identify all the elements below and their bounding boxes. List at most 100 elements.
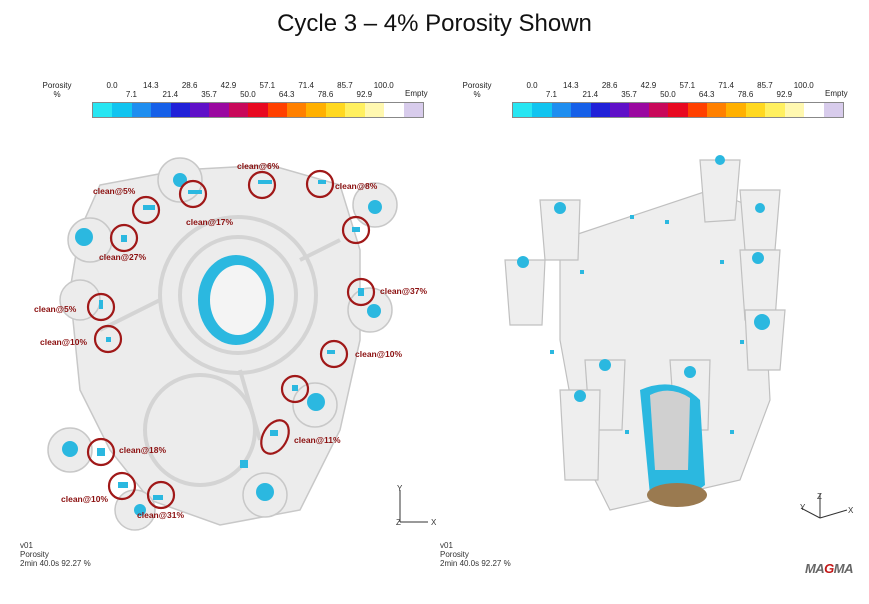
- legend-swatch: [170, 103, 191, 117]
- ring-15: [146, 480, 176, 510]
- ring-14: [107, 471, 137, 501]
- ring-9: [93, 324, 123, 354]
- ring-1: [247, 170, 277, 200]
- ring-8: [86, 292, 116, 322]
- legend-color-bar: [92, 102, 424, 118]
- legend-swatch: [590, 103, 611, 117]
- ring-10: [319, 339, 349, 369]
- axis-z-label: Z: [396, 518, 401, 527]
- callout-label: clean@37%: [380, 286, 428, 296]
- ring-2: [305, 169, 335, 199]
- porosity-spots: [62, 173, 382, 516]
- legend-swatch: [384, 103, 404, 117]
- legend-tick-top: 0.0: [526, 81, 538, 90]
- legend-swatch: [687, 103, 708, 117]
- legend-swatch: [765, 103, 785, 117]
- ring-12: [260, 419, 290, 455]
- right-view-footer: v01 Porosity 2min 40.0s 92.27 %: [440, 541, 511, 568]
- legend-tick-bottom: 21.4: [582, 90, 599, 99]
- left-view-footer: v01 Porosity 2min 40.0s 92.27 %: [20, 541, 91, 568]
- axis-z-label: Z: [817, 492, 822, 501]
- legend-swatch: [707, 103, 727, 117]
- legend-swatch: [325, 103, 346, 117]
- legend-swatch: [513, 103, 533, 117]
- callout-label: clean@10%: [355, 349, 403, 359]
- axis-y-label: Y: [800, 503, 806, 512]
- legend-tick-bottom: 78.6: [737, 90, 754, 99]
- legend-swatch: [151, 103, 171, 117]
- legend-tick-top: 57.1: [679, 81, 696, 90]
- legend-swatch: [571, 103, 591, 117]
- callout-label: clean@18%: [119, 445, 167, 455]
- ring-13: [86, 437, 116, 467]
- legend-color-bar: [512, 102, 844, 118]
- axis-x-label: X: [848, 506, 854, 515]
- legend-empty-label: Empty: [825, 89, 848, 98]
- legend-swatch: [745, 103, 766, 117]
- legend-swatch: [532, 103, 552, 117]
- legend-tick-top: 85.7: [337, 81, 353, 90]
- magma-logo: MAGMA: [804, 561, 854, 576]
- callout-label: clean@8%: [335, 181, 378, 191]
- legend-tick-top: 71.4: [298, 81, 314, 90]
- legend-swatch: [345, 103, 365, 117]
- legend-tick-top: 85.7: [757, 81, 773, 90]
- legend-tick-bottom: 50.0: [240, 90, 256, 99]
- legend-tick-top: 28.6: [601, 81, 618, 90]
- casting-3d-body: [504, 159, 786, 511]
- legend-label: Porosity %: [462, 81, 492, 99]
- ring-6: [341, 215, 371, 245]
- legend-swatch: [551, 103, 572, 117]
- callout-label: clean@10%: [40, 337, 88, 347]
- legend-empty-label: Empty: [405, 89, 428, 98]
- legend-swatch: [209, 103, 229, 117]
- legend-tick-bottom: 21.4: [162, 90, 179, 99]
- legend-swatch: [267, 103, 288, 117]
- legend-tick-top: 28.6: [181, 81, 198, 90]
- legend-swatch: [364, 103, 385, 117]
- porosity-legend-right: Porosity % 0.0 14.3 28.6 42.9 57.1 71.4 85.7 10…: [463, 78, 852, 118]
- callout-label: clean@10%: [61, 494, 109, 504]
- casting-body: [47, 157, 398, 531]
- legend-swatch: [248, 103, 268, 117]
- legend-swatch: [403, 103, 423, 117]
- legend-tick-top: 14.3: [143, 81, 159, 90]
- legend-tick-top: 71.4: [718, 81, 734, 90]
- left-axis-triad: [399, 490, 428, 523]
- legend-swatch: [93, 103, 113, 117]
- ring-4: [178, 179, 208, 209]
- callout-label: clean@5%: [93, 186, 136, 196]
- legend-tick-bottom: 78.6: [317, 90, 334, 99]
- legend-swatch: [784, 103, 805, 117]
- bore-opening: [210, 265, 266, 335]
- legend-tick-top: 42.9: [640, 81, 657, 90]
- legend-tick-bottom: 50.0: [660, 90, 676, 99]
- callout-label: clean@5%: [34, 304, 77, 314]
- legend-swatch: [112, 103, 132, 117]
- right-axis-triad: [800, 494, 848, 519]
- legend-tick-top: 14.3: [563, 81, 579, 90]
- legend-label: Porosity %: [42, 81, 72, 99]
- callout-label: clean@6%: [237, 161, 280, 171]
- callout-label: clean@27%: [99, 252, 147, 262]
- legend-swatch: [648, 103, 669, 117]
- riser-core: [650, 390, 690, 470]
- legend-tick-bottom: 35.7: [201, 90, 217, 99]
- legend-tick-top: 100.0: [793, 81, 814, 90]
- legend-tick-top: 57.1: [259, 81, 276, 90]
- callout-rings: [86, 169, 376, 510]
- legend-tick-bottom: 64.3: [278, 90, 295, 99]
- legend-swatch: [610, 103, 630, 117]
- legend-tick-bottom: 92.9: [776, 90, 793, 99]
- axis-x-label: X: [431, 518, 437, 527]
- legend-tick-top: 42.9: [220, 81, 237, 90]
- legend-swatch: [131, 103, 152, 117]
- ring-5: [109, 223, 139, 253]
- ring-11: [280, 374, 310, 404]
- legend-swatch: [629, 103, 649, 117]
- legend-swatch: [804, 103, 824, 117]
- riser-base: [647, 483, 707, 507]
- legend-tick-top: 0.0: [106, 81, 118, 90]
- legend-tick-bottom: 64.3: [698, 90, 715, 99]
- callout-label: clean@11%: [294, 435, 341, 445]
